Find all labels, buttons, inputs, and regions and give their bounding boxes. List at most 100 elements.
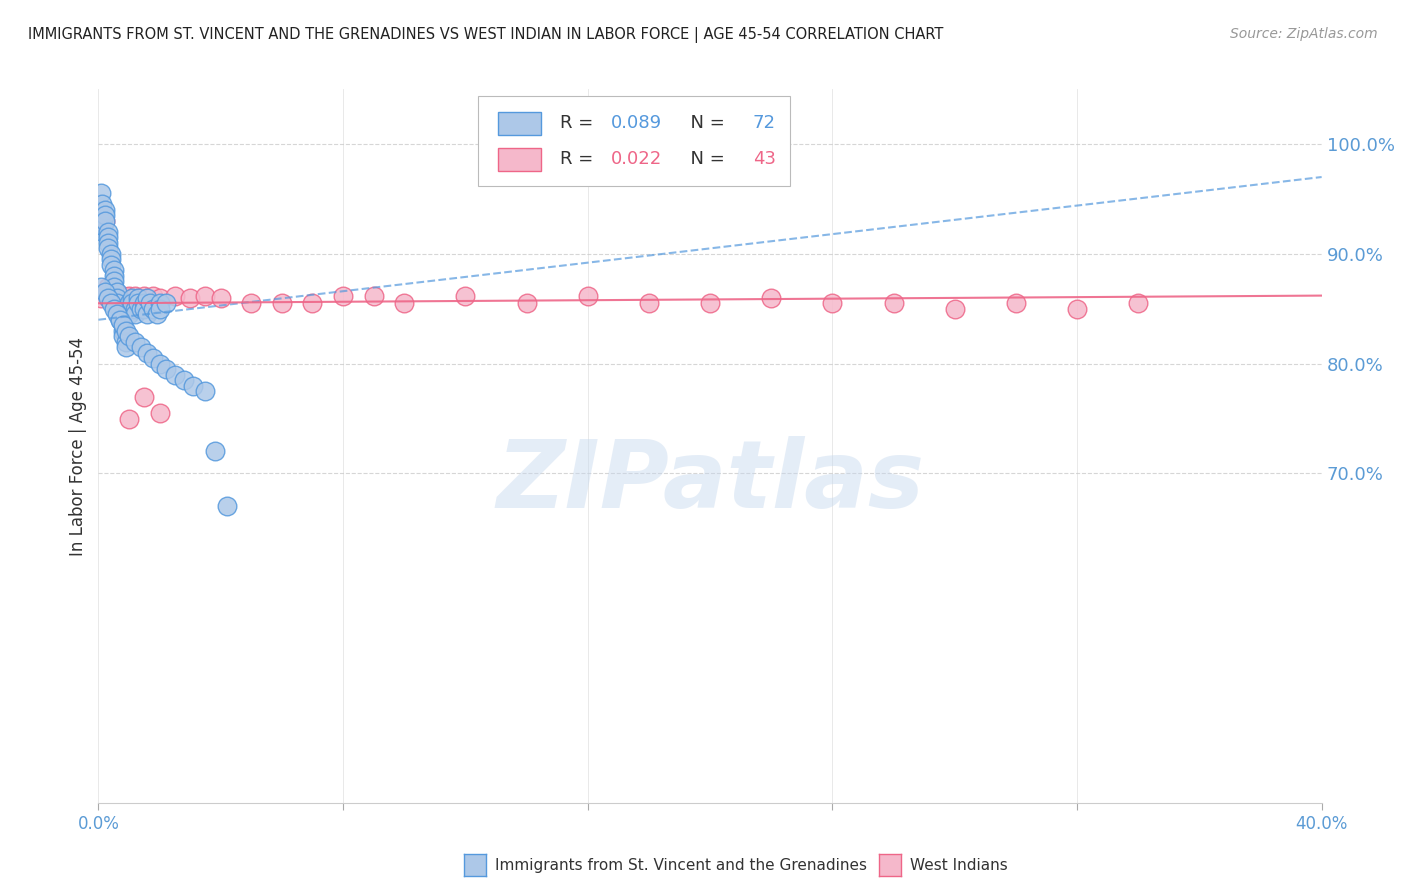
Point (93, 202, 115, 217)
Point (105, 307, 128, 321)
Point (103, 268, 125, 283)
Text: ZIPatlas: ZIPatlas (496, 435, 924, 528)
Point (516, 296, 538, 310)
Point (105, 285, 128, 300)
Point (93, 214, 115, 228)
Point (134, 301, 156, 316)
Point (91, 197, 114, 211)
Point (270, 296, 292, 310)
Text: IMMIGRANTS FROM ST. VINCENT AND THE GRENADINES VS WEST INDIAN IN LABOR FORCE | A: IMMIGRANTS FROM ST. VINCENT AND THE GREN… (28, 27, 943, 43)
Point (118, 296, 141, 310)
Point (108, 312, 131, 326)
Point (111, 324, 134, 338)
Point (93, 214, 115, 228)
Point (134, 296, 156, 310)
Point (136, 291, 159, 305)
Point (111, 318, 134, 333)
Text: 0.022: 0.022 (612, 150, 662, 168)
Point (100, 247, 122, 261)
Point (181, 378, 204, 392)
Point (118, 288, 141, 302)
Point (155, 362, 177, 376)
Text: N =: N = (679, 114, 731, 132)
Point (576, 288, 599, 302)
Point (142, 301, 165, 316)
Point (103, 274, 125, 288)
Point (136, 345, 159, 359)
Point (943, 301, 966, 316)
Point (97, 241, 120, 255)
Point (111, 296, 134, 310)
Point (145, 307, 167, 321)
Point (136, 291, 159, 305)
Point (111, 288, 134, 302)
Point (91, 225, 114, 239)
Point (100, 296, 122, 310)
Point (115, 324, 138, 338)
Point (118, 307, 141, 321)
Point (127, 291, 149, 305)
Point (129, 301, 152, 316)
Point (392, 296, 416, 310)
Point (90, 280, 112, 294)
Point (163, 368, 186, 382)
Point (129, 340, 152, 354)
Point (115, 334, 138, 349)
Point (204, 444, 226, 458)
Point (134, 390, 156, 404)
Point (301, 296, 323, 310)
Point (97, 225, 120, 239)
Text: 0.089: 0.089 (612, 114, 662, 132)
Point (1066, 301, 1088, 316)
Point (118, 329, 141, 343)
Text: 43: 43 (752, 150, 776, 168)
Point (163, 288, 186, 302)
Point (139, 296, 162, 310)
Point (883, 296, 905, 310)
Point (363, 288, 385, 302)
Point (637, 296, 661, 310)
Point (97, 280, 120, 294)
Point (90, 291, 112, 305)
Point (194, 384, 217, 398)
Point (103, 280, 125, 294)
Point (108, 291, 131, 305)
Point (149, 406, 172, 420)
Point (127, 296, 149, 310)
Point (149, 296, 172, 310)
Point (134, 288, 156, 302)
Point (111, 318, 134, 333)
Point (149, 357, 172, 371)
Point (142, 288, 165, 302)
Point (97, 230, 120, 244)
Point (209, 291, 232, 305)
Point (91, 219, 114, 234)
Point (142, 351, 165, 366)
Text: West Indians: West Indians (910, 858, 1008, 872)
Point (108, 301, 131, 316)
Text: Immigrants from St. Vincent and the Grenadines: Immigrants from St. Vincent and the Gren… (495, 858, 868, 872)
Point (105, 288, 128, 302)
Text: R =: R = (560, 150, 599, 168)
Y-axis label: In Labor Force | Age 45-54: In Labor Force | Age 45-54 (69, 336, 87, 556)
Point (759, 291, 782, 305)
Point (97, 235, 120, 250)
Point (821, 296, 844, 310)
Point (103, 301, 125, 316)
Point (115, 291, 138, 305)
Point (105, 296, 128, 310)
Point (105, 291, 128, 305)
Text: N =: N = (679, 150, 731, 168)
Text: Source: ZipAtlas.com: Source: ZipAtlas.com (1230, 27, 1378, 41)
Point (173, 373, 195, 387)
Point (699, 296, 721, 310)
Point (103, 291, 125, 305)
Point (108, 307, 131, 321)
Point (93, 285, 115, 300)
Point (332, 288, 354, 302)
Point (115, 340, 138, 354)
Point (1004, 296, 1026, 310)
Point (136, 307, 159, 321)
Text: R =: R = (560, 114, 599, 132)
Point (118, 301, 141, 316)
